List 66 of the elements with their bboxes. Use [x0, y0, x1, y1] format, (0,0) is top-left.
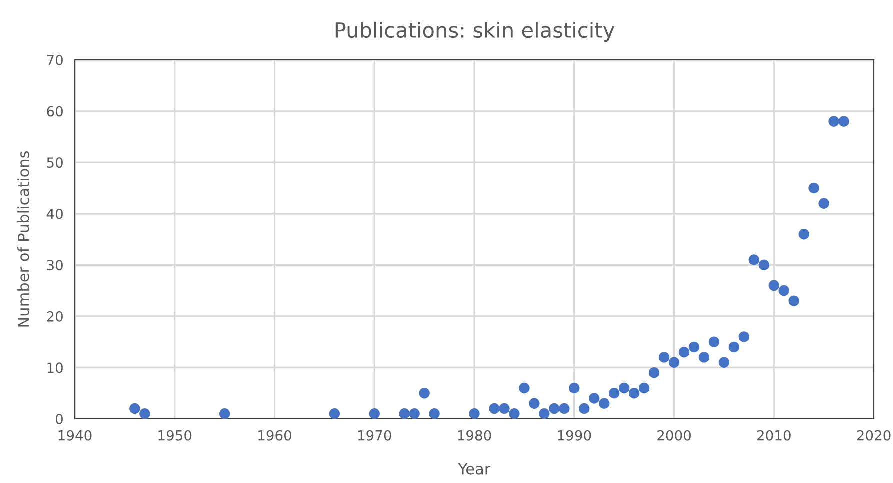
point: [838, 116, 850, 127]
x-tick-label: 2020: [857, 430, 891, 441]
point: [688, 342, 700, 353]
point: [788, 296, 800, 306]
point: [130, 403, 140, 414]
point: [828, 116, 840, 127]
point: [818, 198, 830, 209]
point: [579, 403, 590, 414]
x-tick-label: 1960: [258, 430, 292, 441]
point: [808, 182, 820, 194]
point: [569, 382, 580, 394]
point: [219, 408, 230, 419]
point: [738, 332, 750, 342]
y-tick-label: 50: [47, 158, 63, 168]
y-tick-label: 10: [48, 362, 63, 374]
point: [658, 352, 670, 363]
point: [708, 336, 720, 348]
point: [509, 408, 520, 419]
point: [798, 229, 810, 240]
x-tick-label: 2000: [658, 430, 691, 441]
point: [718, 357, 730, 368]
x-tick-label: 1990: [558, 430, 592, 441]
point: [768, 280, 780, 292]
x-tick-label: 2010: [757, 430, 791, 441]
point: [598, 398, 610, 409]
point: [529, 398, 540, 409]
point: [608, 388, 620, 399]
point: [329, 408, 340, 419]
y-tick-label: 70: [47, 54, 63, 66]
point: [559, 403, 570, 414]
point: [638, 382, 650, 394]
point: [519, 382, 530, 394]
point: [489, 403, 500, 414]
x-tick-label: 1940: [58, 430, 92, 441]
y-tick-label: 30: [47, 260, 63, 271]
point: [698, 352, 710, 363]
y-tick-label: 0: [56, 414, 63, 424]
point: [628, 388, 640, 399]
x-axis-title: Year: [458, 463, 491, 475]
point: [778, 285, 790, 296]
point: [539, 408, 550, 419]
point: [369, 408, 380, 419]
chart-title: Publications: skin elasticity: [336, 22, 615, 42]
point: [140, 408, 150, 419]
point: [758, 260, 770, 270]
point: [648, 367, 660, 378]
point: [618, 382, 630, 394]
point: [678, 346, 690, 358]
x-tick-label: 1950: [158, 430, 192, 441]
point: [668, 357, 680, 368]
point: [728, 342, 740, 353]
point: [469, 408, 480, 419]
x-tick-label: 1980: [458, 430, 492, 441]
point: [588, 393, 600, 404]
y-tick-label: 60: [47, 106, 63, 117]
point: [399, 408, 410, 419]
point: [419, 388, 430, 399]
point: [499, 403, 510, 414]
y-tick-label: 20: [47, 311, 63, 322]
point: [748, 254, 760, 266]
y-tick-label: 40: [46, 208, 63, 220]
point: [429, 408, 440, 419]
point: [549, 403, 560, 414]
y-axis-title: Number of Publications: [18, 151, 30, 327]
x-tick-label: 1970: [358, 430, 392, 441]
point: [409, 408, 420, 419]
